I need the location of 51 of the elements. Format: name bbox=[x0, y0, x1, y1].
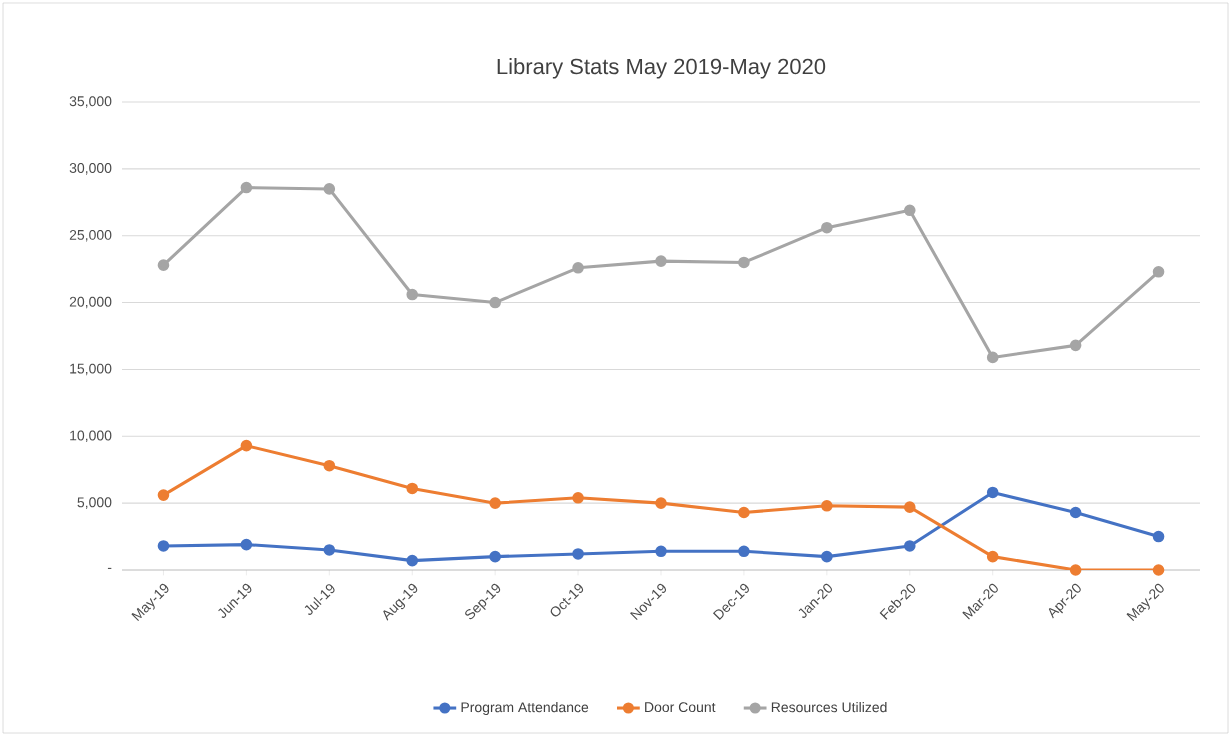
point bbox=[323, 544, 336, 556]
chart-title: Library Stats May 2019-May 2020 bbox=[497, 58, 826, 79]
point bbox=[572, 491, 584, 504]
point bbox=[406, 554, 419, 567]
point bbox=[821, 221, 833, 234]
y-tick-label: 30,000 bbox=[69, 163, 112, 175]
point bbox=[489, 296, 501, 309]
y-tick-label: 35,000 bbox=[69, 96, 112, 108]
point bbox=[1152, 564, 1165, 576]
point bbox=[986, 486, 999, 499]
legend-label: Door Count bbox=[645, 702, 716, 713]
point bbox=[323, 459, 336, 472]
y-tick-label: 5,000 bbox=[77, 497, 112, 509]
y-tick-label: 20,000 bbox=[69, 296, 112, 309]
point bbox=[157, 259, 170, 271]
point bbox=[240, 538, 253, 551]
point bbox=[572, 262, 584, 274]
point bbox=[821, 500, 833, 512]
point bbox=[1152, 530, 1165, 543]
point bbox=[240, 181, 253, 194]
point bbox=[157, 540, 170, 552]
point bbox=[903, 501, 916, 513]
point bbox=[655, 545, 667, 558]
point bbox=[489, 550, 501, 563]
point bbox=[903, 204, 916, 217]
point bbox=[655, 497, 667, 509]
point bbox=[157, 489, 170, 501]
point bbox=[1152, 266, 1165, 278]
point bbox=[738, 256, 750, 269]
point bbox=[1069, 564, 1082, 576]
point bbox=[323, 183, 336, 195]
y-tick-label: 25,000 bbox=[69, 229, 112, 242]
point bbox=[240, 439, 253, 452]
point bbox=[903, 540, 916, 552]
point bbox=[489, 497, 501, 509]
y-tick-label: 10,000 bbox=[70, 430, 112, 443]
point bbox=[406, 288, 419, 301]
legend-label: Resources Utilized bbox=[771, 701, 887, 713]
point bbox=[572, 548, 584, 560]
point bbox=[738, 506, 750, 519]
point bbox=[406, 482, 419, 495]
point bbox=[986, 351, 999, 364]
point bbox=[655, 255, 667, 267]
point bbox=[821, 550, 833, 563]
point bbox=[738, 545, 750, 558]
point bbox=[1069, 506, 1082, 519]
y-tick-label: 15,000 bbox=[70, 363, 112, 376]
y-tick-label: - bbox=[107, 567, 112, 569]
point bbox=[1069, 339, 1082, 352]
legend-label: Program Attendance bbox=[461, 701, 589, 716]
point bbox=[986, 550, 999, 563]
